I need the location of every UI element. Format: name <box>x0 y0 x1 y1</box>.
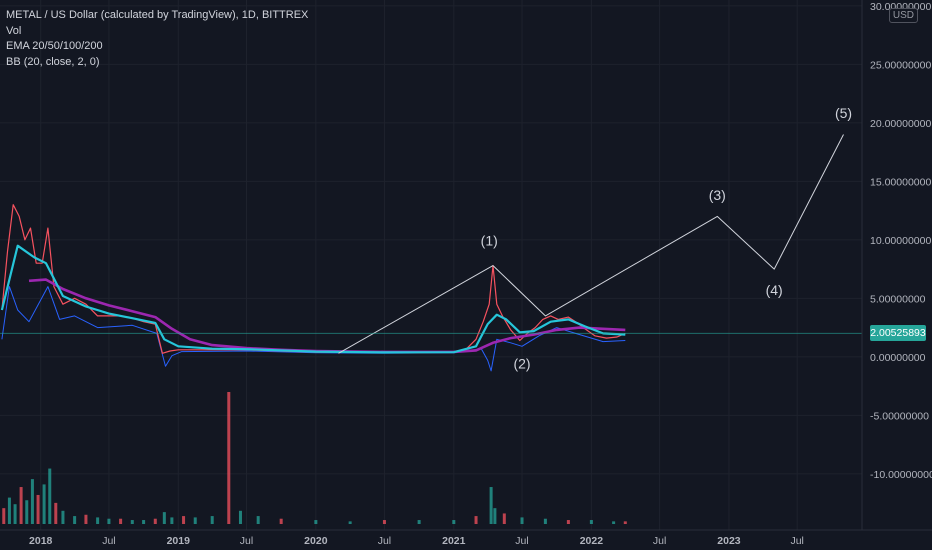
volume-bar <box>42 484 46 524</box>
volume-bar <box>489 487 493 524</box>
volume-bar <box>130 520 134 524</box>
volume-bar <box>382 520 386 524</box>
y-tick-label: 10.00000000 <box>870 235 931 247</box>
volume-bar <box>30 479 34 524</box>
volume-bar <box>348 521 352 524</box>
series-line-ema-slow <box>0 244 626 354</box>
x-tick-label: Jul <box>515 535 528 547</box>
volume-bar <box>193 517 197 524</box>
chart-legend: METAL / US Dollar (calculated by Trading… <box>6 8 308 70</box>
volume-bar <box>314 520 318 524</box>
y-tick-label: 0.00000000 <box>870 352 926 364</box>
volume-bar <box>227 392 231 524</box>
volume-bar <box>623 521 627 524</box>
time-axis[interactable]: 2018 Jul 2019 Jul 2020 Jul 2021 Jul 2022 Jul 2023 J… <box>0 529 932 547</box>
volume-bar <box>279 518 283 524</box>
volume-bar <box>36 494 40 524</box>
last-price-label: 2.00525893 <box>870 325 926 342</box>
y-tick-label: -10.00000000 <box>870 469 932 481</box>
volume-bar <box>19 487 23 524</box>
x-tick-label: 2018 <box>29 535 53 547</box>
volume-bar <box>48 468 52 524</box>
volume-bar <box>210 516 214 524</box>
y-tick-label: 5.00000000 <box>870 293 926 305</box>
volume-bar <box>452 520 456 524</box>
legend-symbol[interactable]: METAL / US Dollar (calculated by Trading… <box>6 9 309 21</box>
price-series <box>0 134 862 372</box>
series-line-bb <box>1 286 626 372</box>
x-tick-label: 2019 <box>167 535 191 547</box>
wave-annotations: (1) (2) (3) (4) (5) <box>481 105 852 371</box>
x-tick-label: 2022 <box>580 535 604 547</box>
volume-bar <box>417 520 421 524</box>
y-tick-label: 20.00000000 <box>870 118 931 130</box>
volume-bar <box>256 516 260 524</box>
volume-bar <box>54 502 58 524</box>
wave-label: (3) <box>709 187 726 203</box>
volume-bar <box>474 516 478 524</box>
legend-bollinger[interactable]: BB (20, close, 2, 0) <box>6 55 100 68</box>
x-tick-label: Jul <box>102 535 115 547</box>
volume-bar <box>107 518 111 524</box>
currency-badge[interactable]: USD <box>888 8 918 23</box>
volume-bar <box>162 512 166 524</box>
volume-bar <box>84 514 88 524</box>
x-tick-label: 2023 <box>717 535 741 547</box>
wave-label: (5) <box>835 105 852 121</box>
volume-bar <box>493 508 497 524</box>
wave-label: (4) <box>766 282 783 298</box>
x-tick-label: Jul <box>378 535 391 547</box>
volume-bar <box>502 513 506 524</box>
volume-bar <box>182 516 186 524</box>
volume-bar <box>2 508 6 524</box>
volume-bar <box>238 510 242 524</box>
volume-bar <box>25 500 29 524</box>
x-tick-label: Jul <box>240 535 253 547</box>
volume-bars <box>2 392 627 524</box>
volume-bar <box>13 504 17 524</box>
x-tick-label: Jul <box>653 535 666 547</box>
volume-bar <box>153 518 157 524</box>
volume-bar <box>96 517 100 524</box>
y-tick-label: 15.00000000 <box>870 176 931 188</box>
x-tick-label: 2021 <box>442 535 466 547</box>
x-tick-label: Jul <box>790 535 803 547</box>
volume-bar <box>589 520 593 524</box>
volume-bar <box>7 497 11 524</box>
volume-bar <box>170 517 174 524</box>
volume-bar <box>543 518 547 524</box>
volume-bar <box>142 520 146 524</box>
wave-label: (1) <box>481 233 498 249</box>
legend-ema[interactable]: EMA 20/50/100/200 <box>6 40 103 52</box>
volume-bar <box>119 518 123 524</box>
volume-bar <box>61 510 65 524</box>
volume-bar <box>520 517 524 524</box>
series-line-wave <box>338 134 844 354</box>
volume-bar <box>566 520 570 524</box>
x-tick-label: 2020 <box>304 535 328 547</box>
y-tick-label: -5.00000000 <box>870 410 929 422</box>
volume-bar <box>73 516 77 524</box>
grid-lines <box>0 0 862 530</box>
price-axis[interactable]: 30.0000000025.0000000020.0000000015.0000… <box>861 0 932 530</box>
wave-label: (2) <box>513 356 530 372</box>
legend-volume[interactable]: Vol <box>6 24 22 37</box>
y-tick-label: 25.00000000 <box>870 59 931 71</box>
volume-bar <box>612 521 616 524</box>
